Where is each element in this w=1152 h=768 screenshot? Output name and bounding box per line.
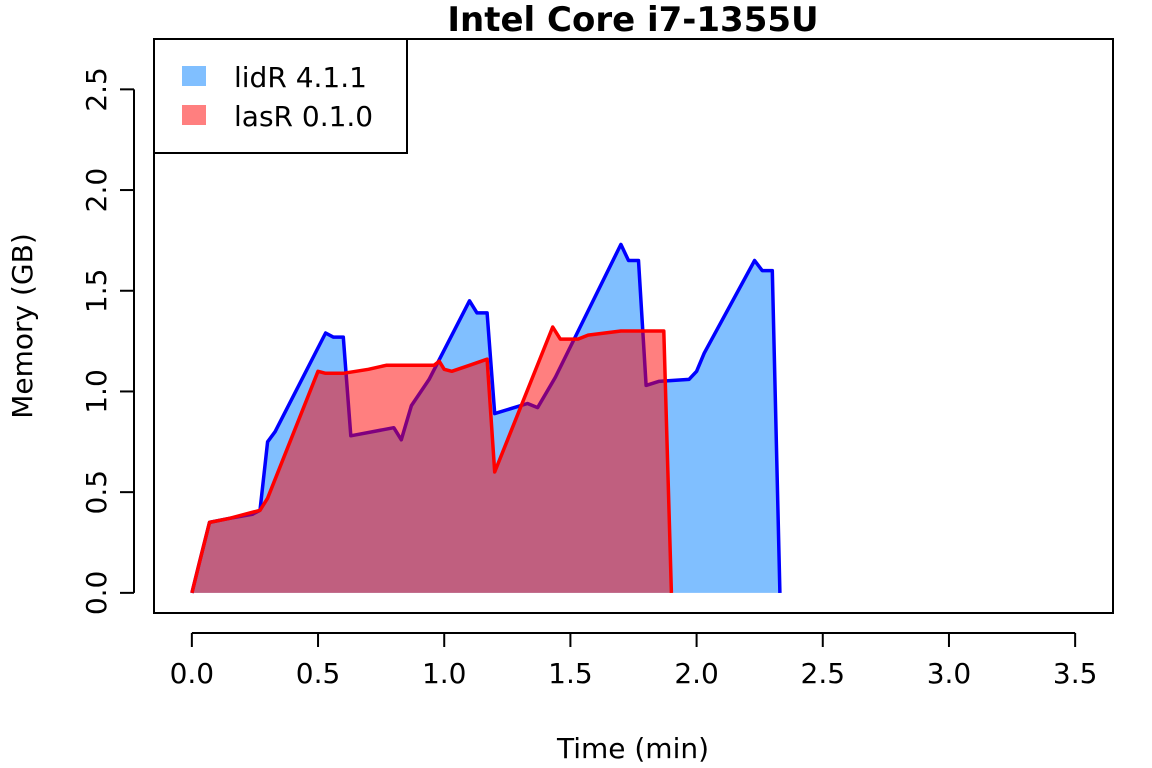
series-layer <box>190 242 782 594</box>
legend-swatch-lasr <box>182 105 206 125</box>
series-line-lidr <box>190 242 782 594</box>
y-tick-label: 2.0 <box>80 168 113 213</box>
x-tick-label: 2.5 <box>801 657 846 690</box>
x-tick-label: 1.5 <box>548 657 593 690</box>
y-tick-label: 1.0 <box>80 369 113 414</box>
legend: lidR 4.1.1 lasR 0.1.0 <box>153 38 408 154</box>
x-axis-title: Time (min) <box>556 732 709 765</box>
series-area-lasr <box>191 327 672 593</box>
legend-swatch-lidr <box>182 66 206 86</box>
x-tick-label: 3.0 <box>927 657 972 690</box>
plot-frame <box>153 38 1114 614</box>
y-tick-label: 1.5 <box>80 269 113 314</box>
y-axis: 0.0 0.5 1.0 1.5 2.0 2.5 <box>80 67 135 616</box>
y-tick-label: 0.5 <box>80 470 113 515</box>
x-tick-label: 3.5 <box>1053 657 1098 690</box>
legend-label-lasr: lasR 0.1.0 <box>234 100 373 133</box>
y-axis-title: Memory (GB) <box>6 233 39 419</box>
x-axis: 0.0 0.5 1.0 1.5 2.0 2.5 3.0 3.5 <box>170 632 1098 690</box>
y-tick-label: 2.5 <box>80 67 113 112</box>
x-tick-label: 0.0 <box>170 657 215 690</box>
x-tick-label: 1.0 <box>422 657 467 690</box>
chart-title: Intel Core i7-1355U <box>447 0 818 40</box>
series-line-lasr <box>190 325 674 594</box>
legend-label-lidr: lidR 4.1.1 <box>234 61 367 94</box>
legend-box <box>153 38 408 154</box>
y-tick-label: 0.0 <box>80 571 113 616</box>
x-tick-label: 2.0 <box>674 657 719 690</box>
x-tick-label: 0.5 <box>296 657 341 690</box>
